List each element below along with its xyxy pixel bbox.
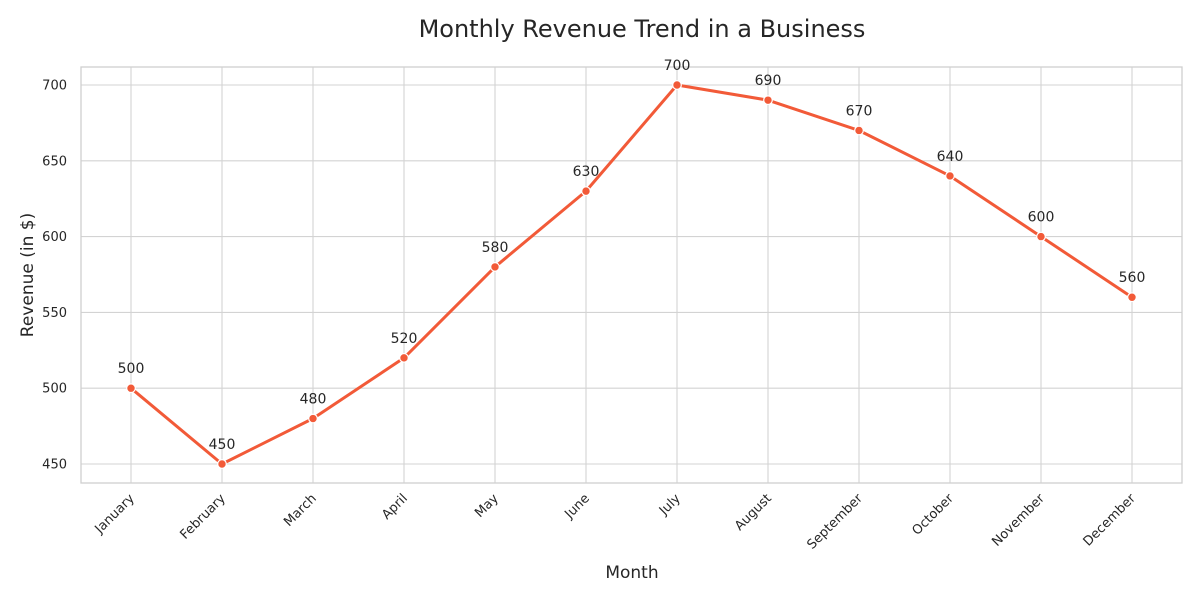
x-axis-ticks: January February March April May June July Augu…: [92, 491, 1140, 553]
data-labels: 500 450 480 520 580 630 700 690 670 640 600 560: [118, 58, 1146, 453]
series-layer: [126, 80, 1137, 469]
x-tick-label: May: [472, 491, 502, 521]
plot-frame: [80, 66, 1183, 484]
y-tick-label: 550: [42, 306, 67, 321]
x-tick-label: January: [92, 491, 138, 537]
data-label: 560: [1119, 270, 1146, 286]
data-label: 600: [1028, 210, 1055, 226]
data-point: [490, 262, 500, 272]
y-tick-label: 600: [42, 230, 67, 245]
data-label: 450: [209, 437, 236, 453]
data-point: [399, 352, 409, 363]
x-tick-label: March: [281, 491, 320, 530]
x-tick-label: June: [561, 491, 592, 522]
x-tick-label: September: [804, 491, 866, 553]
data-label: 520: [391, 331, 418, 347]
x-tick-label: December: [1081, 491, 1140, 550]
x-tick-label: August: [732, 491, 775, 534]
data-label: 640: [937, 149, 964, 165]
data-label: 630: [573, 164, 600, 180]
revenue-line: [129, 83, 1134, 466]
y-axis-label: Revenue (in $): [18, 213, 38, 337]
y-tick-label: 700: [42, 79, 67, 94]
grid-lines: [81, 67, 1182, 483]
data-point: [1036, 231, 1046, 242]
data-label: 480: [300, 392, 327, 408]
x-tick-label: April: [379, 491, 411, 523]
x-tick-label: July: [656, 491, 684, 519]
data-point: [672, 80, 682, 90]
x-tick-label: October: [909, 491, 957, 539]
chart-title: Monthly Revenue Trend in a Business: [419, 15, 866, 43]
x-axis-label: Month: [605, 563, 658, 583]
x-tick-label: February: [177, 491, 229, 543]
x-tick-label: November: [989, 491, 1048, 550]
data-label: 670: [846, 103, 873, 119]
y-axis-ticks: 450 500 550 600 650 700: [42, 79, 67, 473]
data-label: 690: [755, 73, 782, 89]
y-tick-label: 450: [42, 458, 67, 473]
data-label: 700: [664, 58, 691, 74]
data-point: [217, 459, 227, 469]
data-point: [126, 383, 136, 394]
data-point: [581, 186, 591, 197]
y-tick-label: 500: [42, 382, 67, 397]
y-tick-label: 650: [42, 154, 67, 169]
data-label: 500: [118, 361, 145, 377]
data-point: [945, 171, 955, 181]
data-point: [308, 413, 318, 424]
data-point: [1127, 292, 1137, 303]
data-point: [854, 125, 864, 136]
data-point: [763, 95, 773, 106]
data-label: 580: [482, 240, 509, 256]
